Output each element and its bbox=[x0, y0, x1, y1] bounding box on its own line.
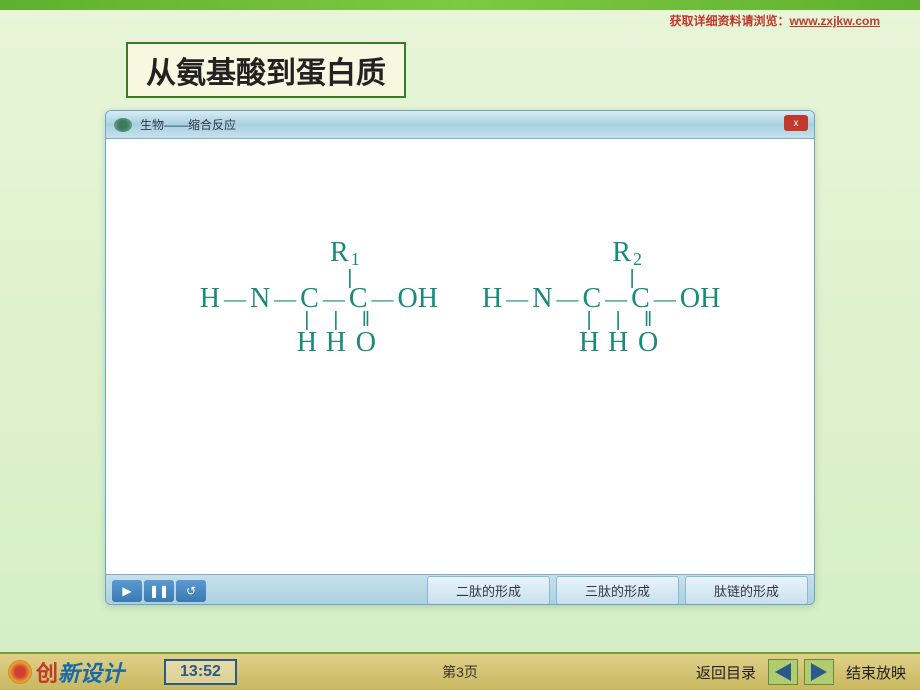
polypeptide-button[interactable]: 肽链的形成 bbox=[685, 576, 808, 605]
end-show-button[interactable]: 结束放映 bbox=[840, 660, 912, 685]
close-button[interactable]: x bbox=[784, 115, 808, 131]
back-to-toc-button[interactable]: 返回目录 bbox=[690, 660, 762, 685]
tripeptide-button[interactable]: 三肽的形成 bbox=[556, 576, 679, 605]
footer-bar: 创新设计 13:52 第3页 返回目录 结束放映 bbox=[0, 652, 920, 690]
pause-icon: ❚❚ bbox=[149, 584, 169, 598]
brand-logo: 创新设计 bbox=[8, 656, 124, 688]
biology-logo-icon bbox=[114, 118, 132, 132]
dipeptide-button[interactable]: 二肽的形成 bbox=[427, 576, 550, 605]
arrow-left-icon bbox=[775, 663, 791, 681]
app-content: R1 | H—N—C—C—OH ||‖ HHO R2 | H—N—C—C—OH … bbox=[106, 139, 814, 574]
pause-button[interactable]: ❚❚ bbox=[144, 580, 174, 602]
app-titlebar: 生物——缩合反应 x bbox=[106, 111, 814, 139]
page-number: 第3页 bbox=[442, 662, 478, 682]
close-icon: x bbox=[794, 118, 799, 129]
time-display: 13:52 bbox=[164, 659, 237, 685]
amino-acid-2: R2 | H—N—C—C—OH ||‖ HHO bbox=[480, 239, 722, 357]
brand-icon bbox=[8, 660, 32, 684]
nav-controls: 返回目录 结束放映 bbox=[690, 659, 912, 685]
play-icon: ▶ bbox=[122, 584, 131, 598]
reset-button[interactable]: ↺ bbox=[176, 580, 206, 602]
next-slide-button[interactable] bbox=[804, 659, 834, 685]
link-prefix: 获取详细资料请浏览： bbox=[670, 14, 790, 28]
app-title: 生物——缩合反应 bbox=[140, 116, 236, 133]
prev-slide-button[interactable] bbox=[768, 659, 798, 685]
link-url[interactable]: www.zxjkw.com bbox=[790, 14, 880, 28]
arrow-right-icon bbox=[811, 663, 827, 681]
reset-icon: ↺ bbox=[186, 584, 196, 598]
app-toolbar: ▶ ❚❚ ↺ 二肽的形成 三肽的形成 肽链的形成 bbox=[106, 574, 814, 605]
header-link: 获取详细资料请浏览：www.zxjkw.com bbox=[670, 12, 880, 29]
amino-acid-1: R1 | H—N—C—C—OH ||‖ HHO bbox=[198, 239, 440, 357]
top-accent-bar bbox=[0, 0, 920, 10]
slide-title: 从氨基酸到蛋白质 bbox=[126, 42, 406, 98]
play-button[interactable]: ▶ bbox=[112, 580, 142, 602]
embedded-app-window: 生物——缩合反应 x R1 | H—N—C—C—OH ||‖ HHO R2 | … bbox=[105, 110, 815, 605]
